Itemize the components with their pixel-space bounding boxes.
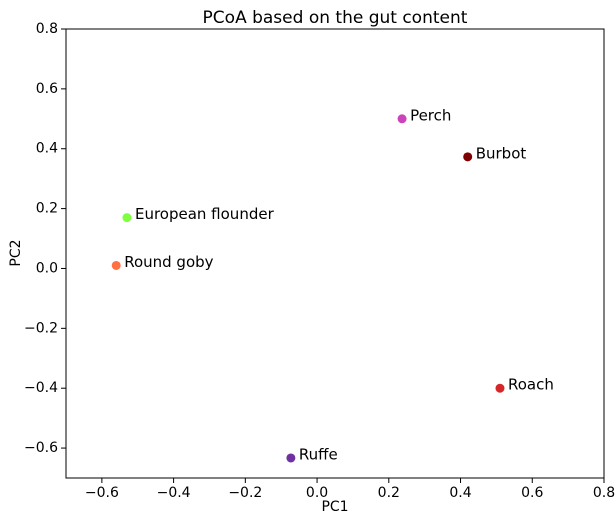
y-tick-label: −0.2	[24, 320, 58, 336]
point	[495, 383, 505, 393]
point	[111, 260, 121, 270]
y-tick-label: −0.4	[24, 380, 58, 396]
point-label: Perch	[410, 106, 451, 124]
x-tick-label: 0.8	[593, 485, 615, 501]
y-tick-label: 0.8	[36, 21, 58, 37]
y-tick-label: 0.6	[36, 81, 58, 97]
point-label: Roach	[508, 376, 554, 394]
y-tick-label: 0.4	[36, 141, 58, 157]
x-tick-label: −0.2	[228, 485, 262, 501]
point-label: Ruffe	[299, 445, 338, 463]
point-label: European flounder	[135, 205, 275, 223]
point	[463, 152, 473, 162]
point-label: Round goby	[124, 253, 213, 271]
y-tick-label: −0.6	[24, 440, 58, 456]
x-tick-label: 0.6	[521, 485, 543, 501]
x-tick-label: −0.6	[85, 485, 119, 501]
point	[122, 213, 132, 223]
x-axis-label: PC1	[321, 499, 348, 515]
x-tick-label: 0.2	[378, 485, 400, 501]
chart-title: PCoA based on the gut content	[203, 8, 468, 28]
point	[286, 453, 296, 463]
x-tick-label: 0.0	[306, 485, 328, 501]
point	[397, 114, 407, 124]
plot-frame	[65, 28, 605, 479]
point-label: Burbot	[476, 144, 527, 162]
y-tick-label: 0.0	[36, 260, 58, 276]
x-tick-label: −0.4	[157, 485, 191, 501]
x-tick-label: 0.4	[449, 485, 471, 501]
y-axis-label: PC2	[8, 239, 24, 266]
y-tick-label: 0.2	[36, 201, 58, 217]
